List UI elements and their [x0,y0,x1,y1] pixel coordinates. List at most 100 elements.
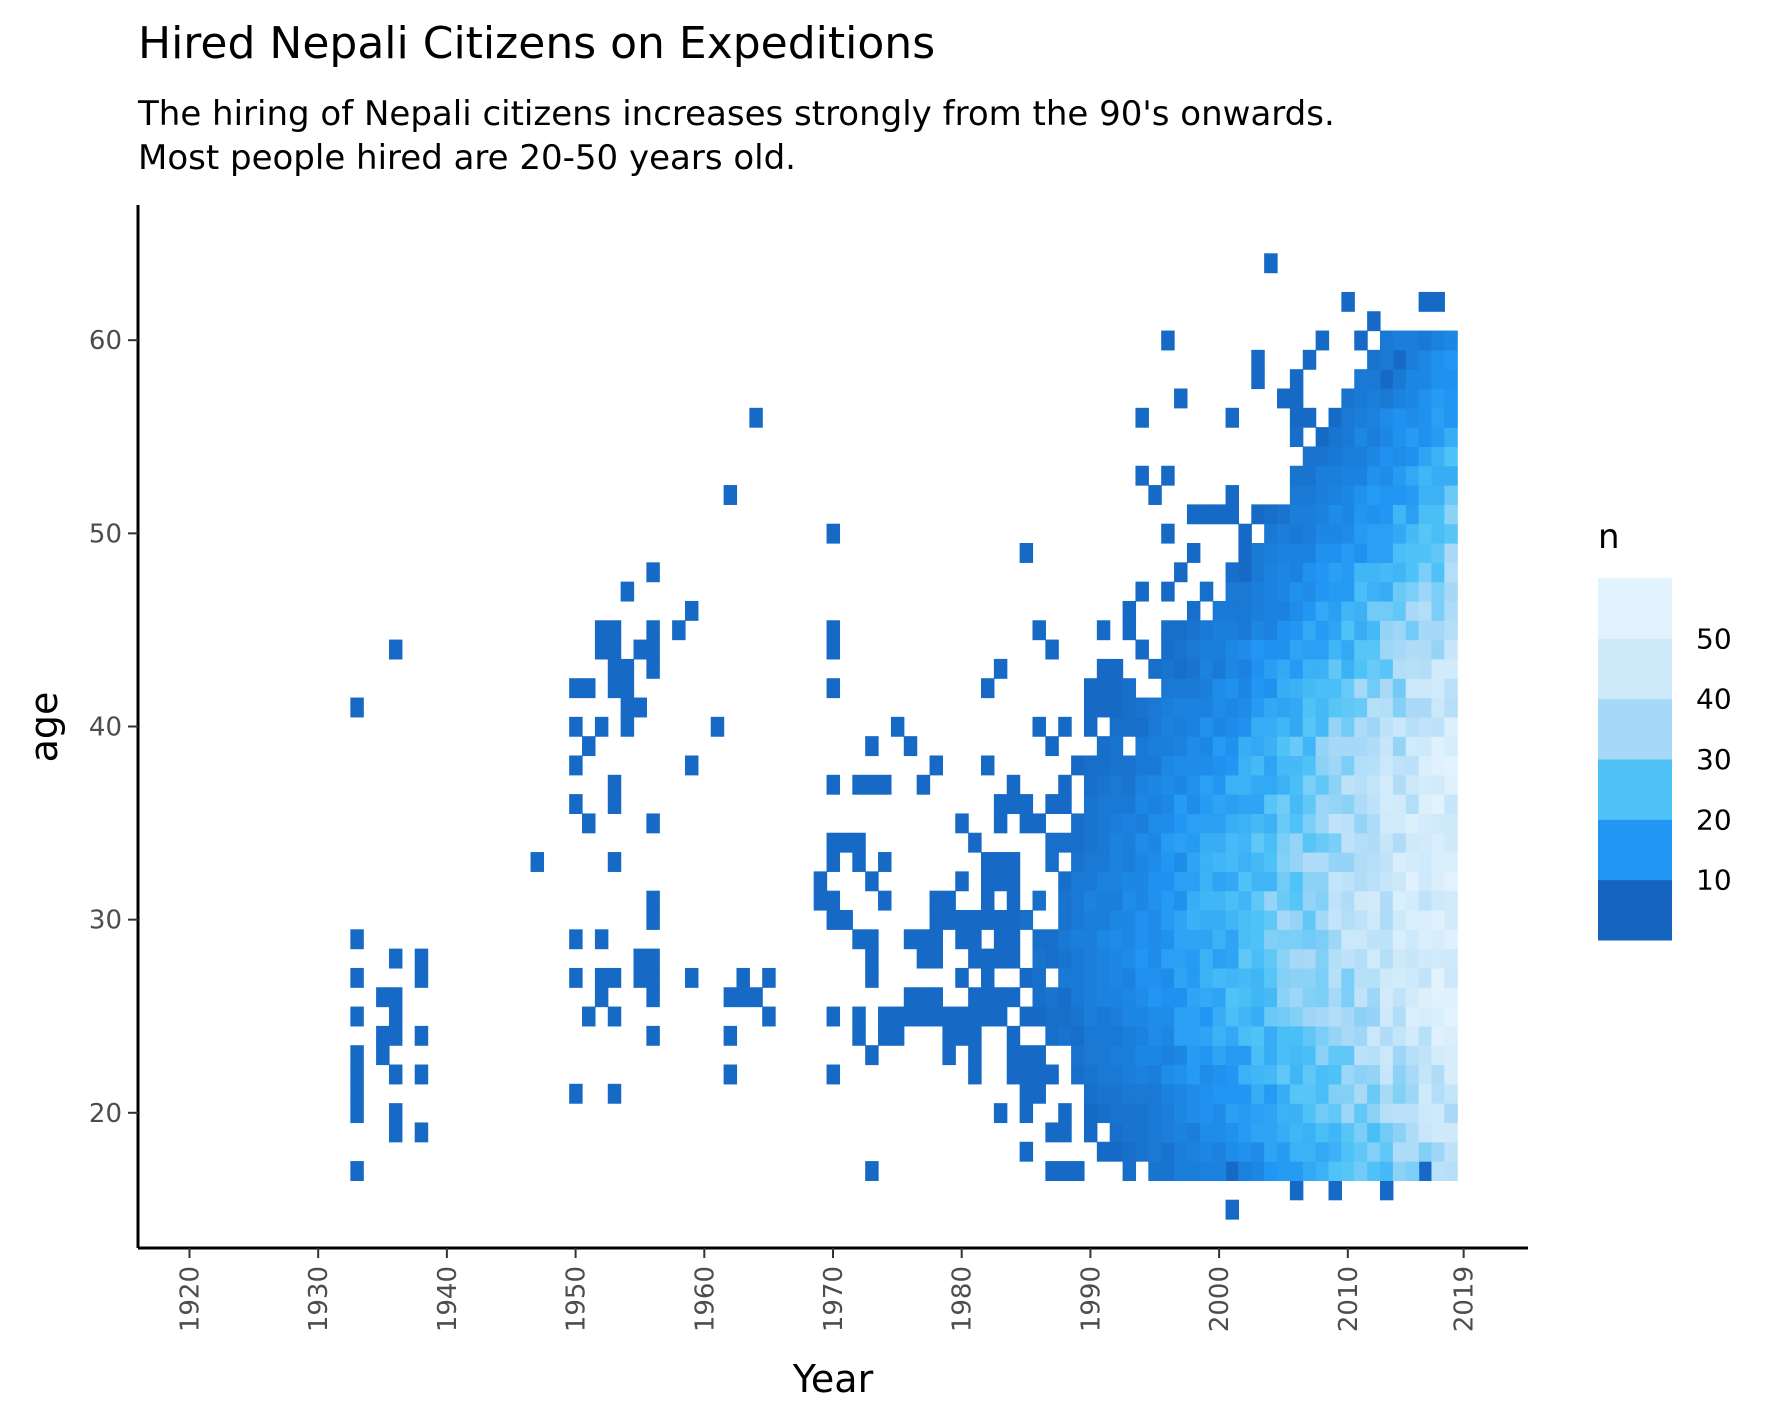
heatmap-cell [1392,909,1407,930]
heatmap-cell [1251,736,1265,757]
heatmap-cell [569,929,583,950]
heatmap-cell [1431,388,1445,409]
heatmap-cell [1083,678,1098,699]
heatmap-cell [865,1045,879,1066]
heatmap-cell [1212,620,1227,641]
heatmap-cell [1341,987,1355,1008]
heatmap-cell [1431,832,1445,853]
heatmap-cell [388,1025,403,1046]
heatmap-cell [1148,967,1162,988]
heatmap-cell [1418,1141,1433,1162]
heatmap-cell [1277,716,1291,737]
heatmap-cell [1277,581,1291,602]
heatmap-cell [1418,581,1433,602]
legend-swatch [1598,698,1672,760]
heatmap-cell [1418,465,1433,486]
heatmap-cell [1096,774,1111,795]
heatmap-cell [942,1025,956,1046]
heatmap-cell [1174,736,1188,757]
heatmap-cell [350,1064,364,1085]
heatmap-cell [1109,929,1124,950]
heatmap-cell [1302,1103,1317,1124]
heatmap-cell [1328,871,1342,892]
heatmap-cell [1379,755,1394,776]
heatmap-cell [1354,639,1368,660]
heatmap-cell [1392,774,1407,795]
heatmap-cell [1174,794,1188,815]
heatmap-cell [1122,890,1137,911]
heatmap-cell [1019,1045,1034,1066]
heatmap-cell [1405,1103,1420,1124]
heatmap-cell [1019,1083,1034,1104]
heatmap-cell [1367,349,1381,370]
heatmap-cell [1328,1141,1342,1162]
heatmap-cell [1444,369,1458,390]
heatmap-cell [620,581,635,602]
heatmap-cell [1058,1122,1072,1143]
heatmap-cell [1212,1045,1227,1066]
heatmap-cell [1315,658,1330,679]
heatmap-cell [1418,909,1433,930]
heatmap-cell [594,987,609,1008]
heatmap-cell [1367,407,1381,428]
heatmap-cell [993,929,1008,950]
heatmap-cell [1071,1161,1085,1181]
heatmap-cell [1096,1025,1111,1046]
heatmap-cell [1431,774,1445,795]
heatmap-cell [1315,562,1330,583]
heatmap-cell [723,485,738,505]
heatmap-cell [1302,871,1317,892]
heatmap-cell [1367,465,1381,486]
heatmap-cell [1122,755,1137,776]
heatmap-cell [1341,562,1355,583]
heatmap-cell [1367,774,1381,795]
heatmap-cell [1367,562,1381,583]
heatmap-cell [1418,600,1433,621]
heatmap-cell [1225,658,1240,679]
heatmap-cell [826,1006,841,1027]
heatmap-cell [1418,987,1433,1008]
heatmap-cell [1277,794,1291,815]
heatmap-cell [620,716,635,737]
heatmap-cell [1354,813,1368,834]
x-tick-label: 2010 [1334,1266,1364,1332]
heatmap-cell [1302,1122,1317,1143]
heatmap-cell [1444,1141,1458,1162]
heatmap-cell [1186,948,1201,969]
heatmap-cell [1315,716,1330,737]
heatmap-cell [1238,716,1252,737]
heatmap-cell [1251,1103,1265,1124]
heatmap-cell [942,890,956,911]
heatmap-cell [1341,890,1355,911]
heatmap-cell [1212,1141,1227,1162]
heatmap-cell [1045,639,1059,660]
heatmap-cell [1251,600,1265,621]
heatmap-cell [607,967,622,988]
heatmap-cell [993,987,1008,1008]
heatmap-cell [1238,832,1252,853]
heatmap-cell [1328,543,1342,563]
heatmap-cell [1392,330,1407,351]
heatmap-cell [1341,909,1355,930]
heatmap-cell [1174,890,1188,911]
heatmap-cell [1006,890,1021,911]
heatmap-cell [1379,890,1394,911]
heatmap-cell [1379,909,1394,930]
heatmap-cell [1251,832,1265,853]
heatmap-cell [1289,909,1304,930]
heatmap-cell [1238,697,1252,718]
heatmap-cell [1418,967,1433,988]
heatmap-cell [1174,1045,1188,1066]
heatmap-cell [1251,1025,1265,1046]
heatmap-cell [1122,697,1137,718]
heatmap-cell [1135,407,1149,428]
heatmap-cell [1277,1064,1291,1085]
heatmap-cell [762,1006,776,1027]
heatmap-cell [1341,427,1355,448]
heatmap-cell [1212,1006,1227,1027]
heatmap-cell [1341,600,1355,621]
heatmap-cell [1148,794,1162,815]
heatmap-cell [1058,832,1072,853]
heatmap-cell [942,909,956,930]
heatmap-cell [1315,485,1330,505]
